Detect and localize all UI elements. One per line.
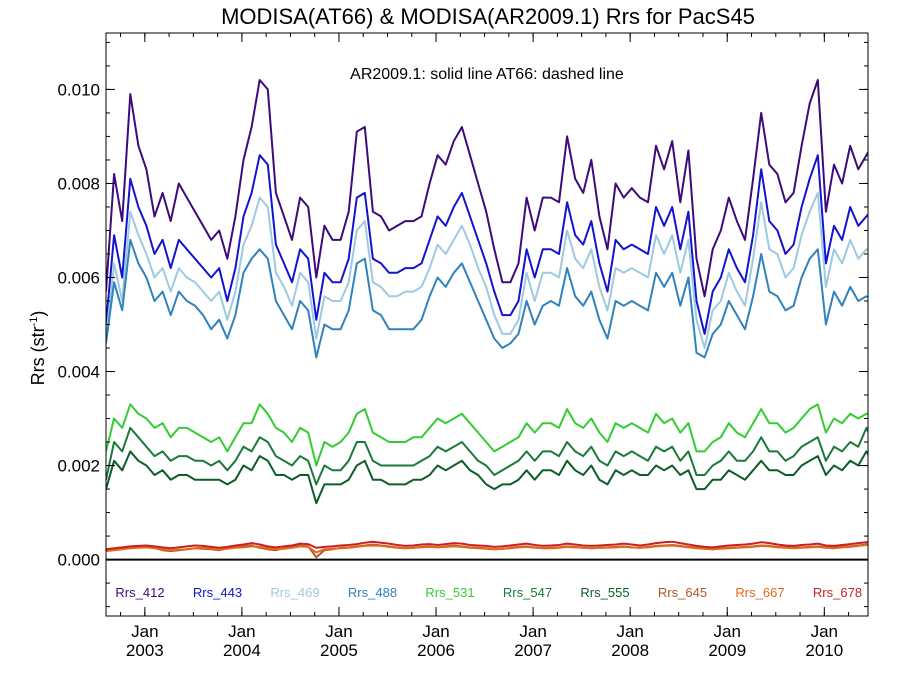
y-tick-label: 0.002 [57, 457, 100, 476]
series-line-rrs-469 [106, 191, 868, 349]
x-tick-year: 2007 [514, 641, 552, 660]
plot-frame [105, 32, 869, 617]
y-axis-label-main: Rrs (str [28, 326, 48, 385]
x-tick-year: 2010 [805, 641, 843, 660]
x-tick-month: Jan [131, 622, 158, 641]
legend-entry-rrs-488: Rrs_488 [348, 585, 397, 600]
series-line-rrs-667 [106, 543, 868, 554]
legend-entry-rrs-645: Rrs_645 [658, 585, 707, 600]
y-tick-label: 0.008 [57, 174, 100, 193]
x-tick-labels: Jan2003Jan2004Jan2005Jan2006Jan2007Jan20… [126, 622, 843, 660]
series-line-rrs-531 [106, 403, 868, 467]
x-tick-year: 2006 [417, 641, 455, 660]
y-axis-label: Rrs (str-1) [28, 311, 48, 386]
y-tick-label: 0.004 [57, 363, 100, 382]
legend-entry-rrs-547: Rrs_547 [503, 585, 552, 600]
y-axis-label-close: ) [28, 311, 48, 317]
series-line-rrs-547 [106, 426, 868, 486]
y-tick-label: 0.006 [57, 268, 100, 287]
x-tick-year: 2008 [611, 641, 649, 660]
y-tick-labels: 0.000 0.002 0.004 0.006 0.008 0.010 [57, 80, 100, 569]
x-tick-year: 2009 [708, 641, 746, 660]
legend-entry-rrs-531: Rrs_531 [425, 585, 474, 600]
legend-entry-rrs-412: Rrs_412 [115, 585, 164, 600]
x-tick-year: 2005 [320, 641, 358, 660]
y-tick-label: 0.000 [57, 551, 100, 570]
legend-entry-rrs-555: Rrs_555 [580, 585, 629, 600]
y-tick-label: 0.010 [57, 80, 100, 99]
legend-entry-rrs-667: Rrs_667 [735, 585, 784, 600]
axis-ticks [106, 33, 868, 616]
series-line-rrs-555 [106, 450, 868, 505]
x-tick-month: Jan [811, 622, 838, 641]
series-line-rrs-412 [106, 79, 868, 298]
x-tick-year: 2003 [126, 641, 164, 660]
legend-entry-rrs-469: Rrs_469 [270, 585, 319, 600]
x-tick-month: Jan [616, 622, 643, 641]
legend-entry-rrs-678: Rrs_678 [813, 585, 862, 600]
x-tick-month: Jan [422, 622, 449, 641]
legend-entry-rrs-443: Rrs_443 [193, 585, 242, 600]
x-tick-month: Jan [714, 622, 741, 641]
line-style-annotation: AR2009.1: solid line AT66: dashed line [350, 66, 624, 83]
x-tick-month: Jan [325, 622, 352, 641]
chart-title: MODISA(AT66) & MODISA(AR2009.1) Rrs for … [221, 4, 755, 29]
x-tick-month: Jan [519, 622, 546, 641]
series-line-rrs-678 [106, 540, 868, 551]
series-line-rrs-488 [106, 238, 868, 359]
legend: Rrs_412 Rrs_443 Rrs_469 Rrs_488 Rrs_531 Rrs_5… [115, 585, 862, 600]
x-tick-month: Jan [228, 622, 255, 641]
x-tick-year: 2004 [223, 641, 261, 660]
y-axis-label-sup: -1 [28, 317, 40, 327]
series-line-rrs-443 [106, 154, 868, 335]
